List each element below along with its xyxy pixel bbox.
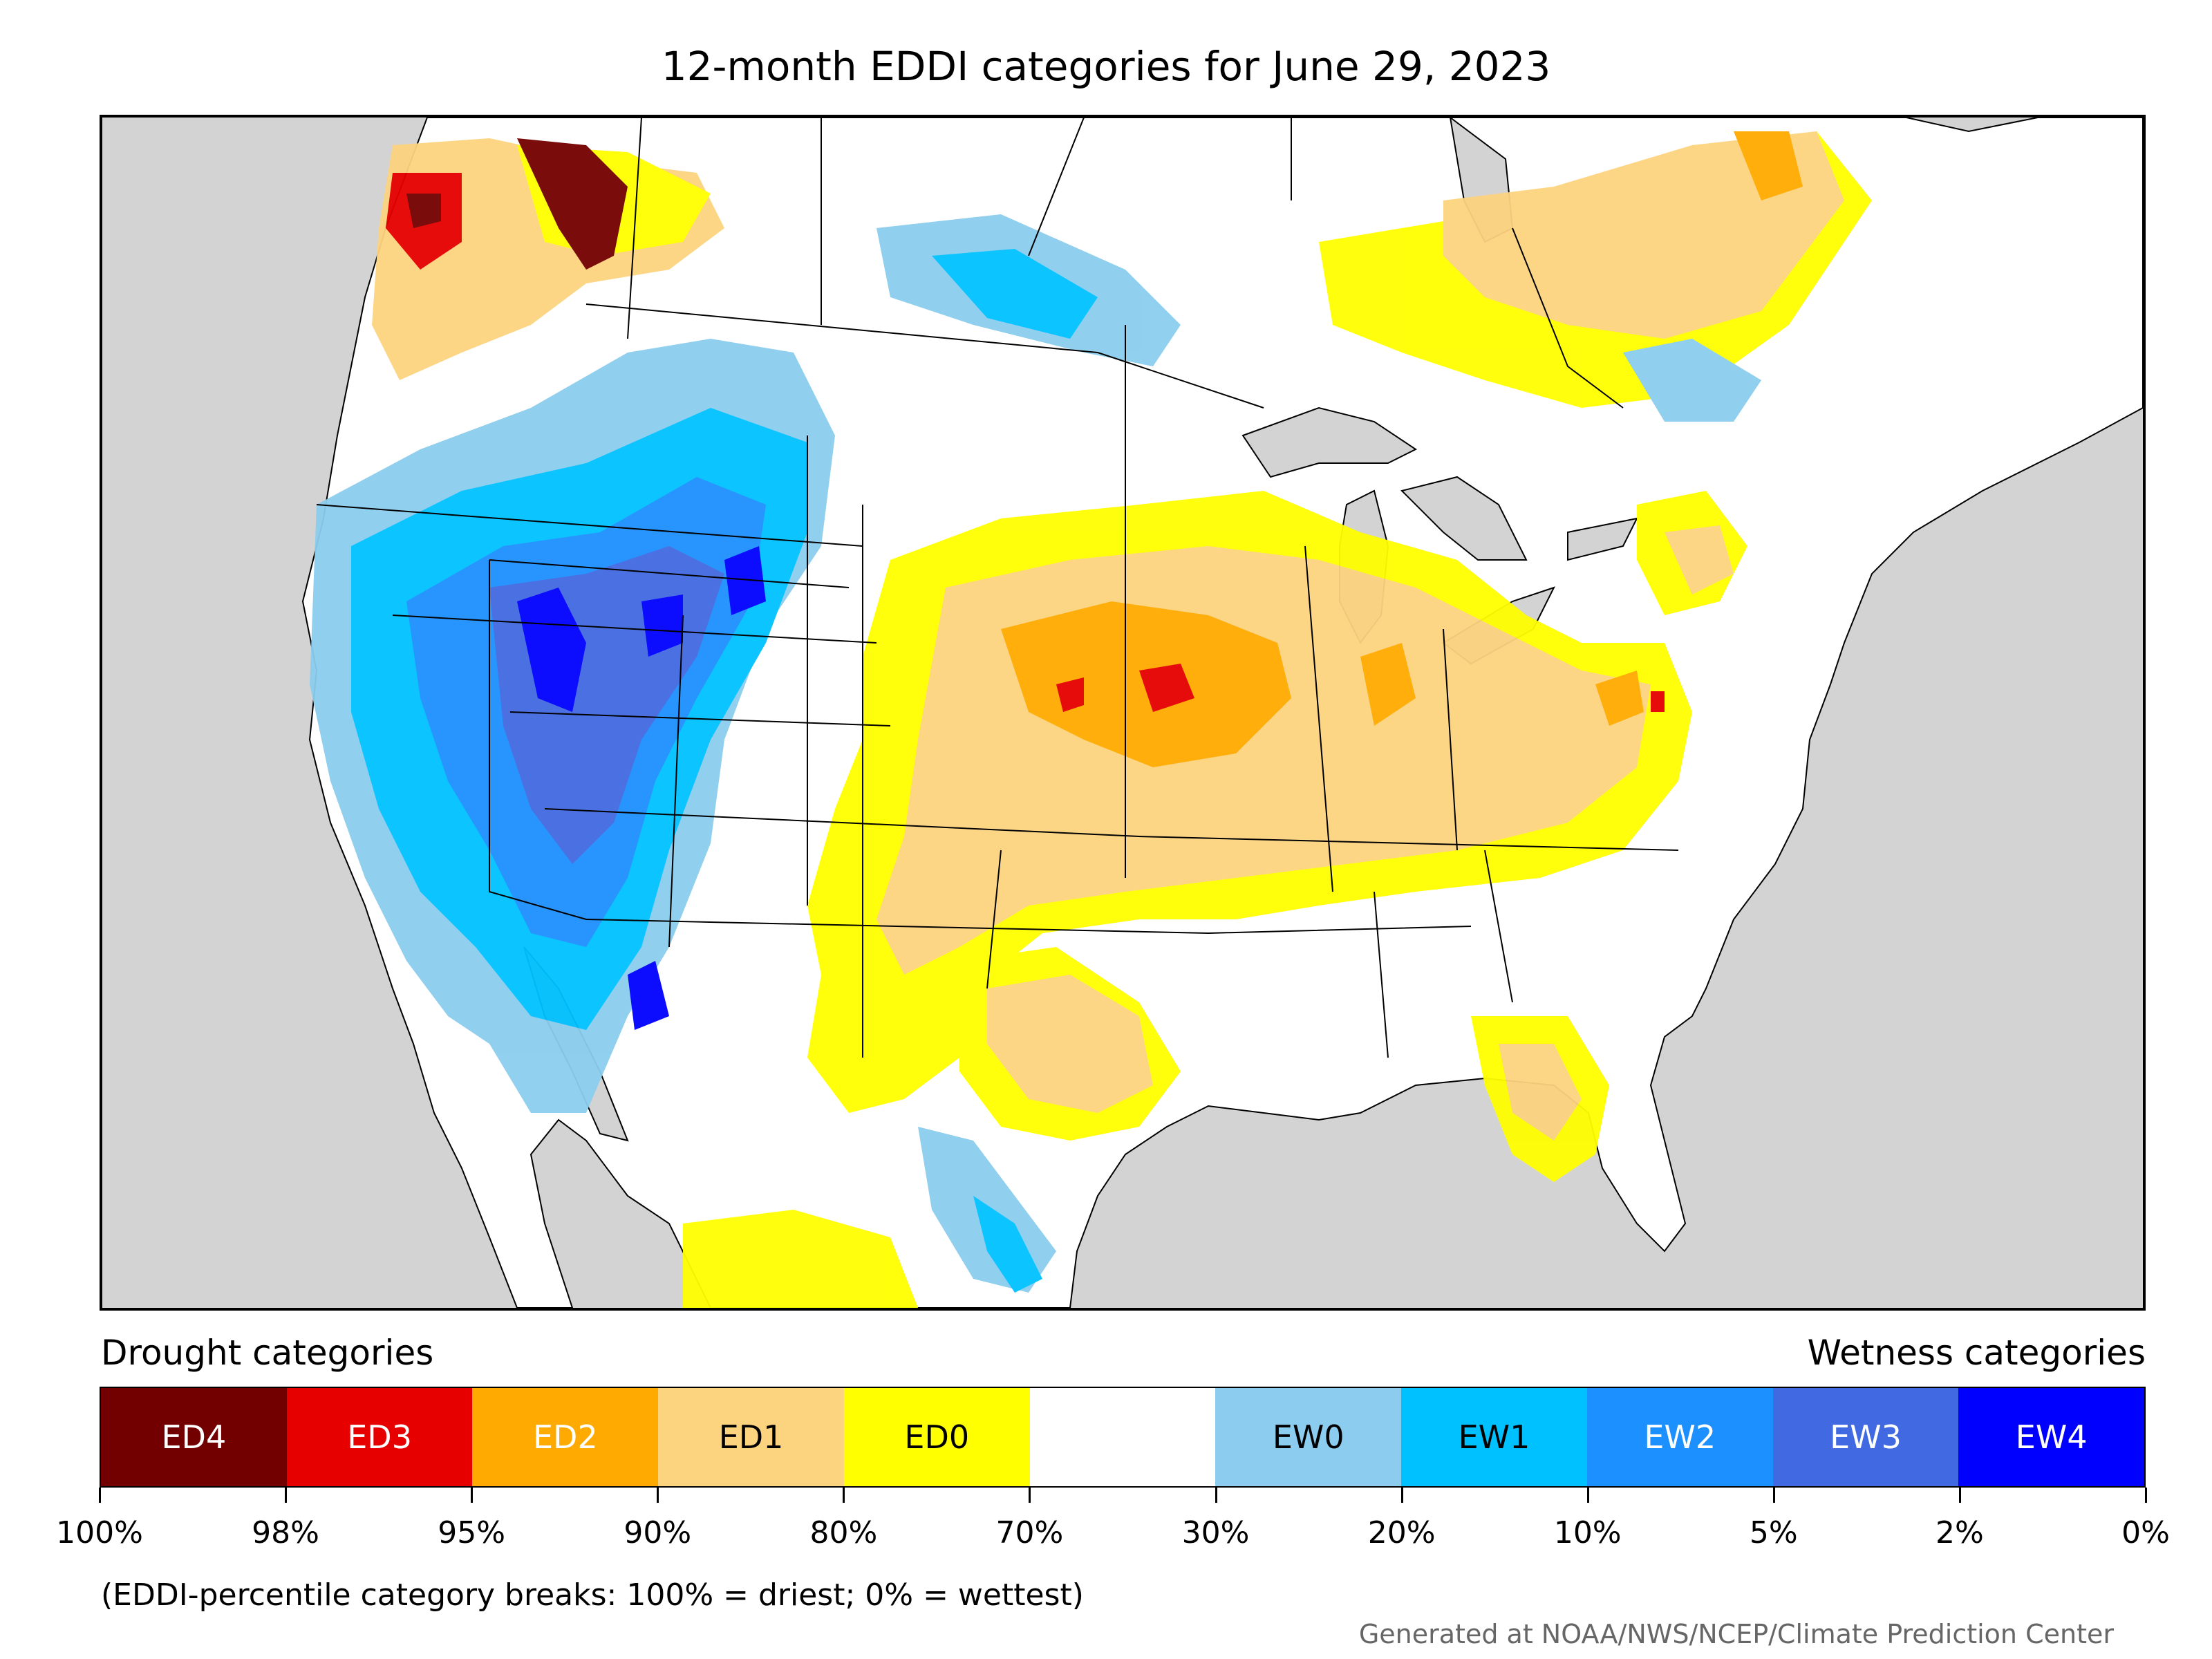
colorbar-tick: [471, 1488, 474, 1503]
colorbar-tick-label: 90%: [624, 1515, 692, 1550]
colorbar-tick: [285, 1488, 288, 1503]
colorbar-tick: [99, 1488, 101, 1503]
colorbar-tick: [1029, 1488, 1031, 1503]
colorbar-tick: [1772, 1488, 1775, 1503]
colorbar-segment-ew3: EW3: [1772, 1388, 1959, 1486]
colorbar-tick-label: 80%: [809, 1515, 878, 1550]
colorbar-tick-label: 10%: [1553, 1515, 1622, 1550]
colorbar-ticks: [99, 1488, 2147, 1504]
colorbar-segment-ew1: EW1: [1401, 1388, 1587, 1486]
colorbar-tick: [657, 1488, 659, 1503]
category-colorbar: ED4 ED3 ED2 ED1 ED0 EW0 EW1 EW2 EW3 EW4: [100, 1387, 2146, 1488]
eddi-shading: [310, 131, 1872, 1308]
colorbar-segment-ed4: ED4: [101, 1388, 287, 1486]
colorbar-tick-label: 100%: [56, 1515, 143, 1550]
category-note: (EDDI-percentile category breaks: 100% =…: [101, 1577, 1084, 1613]
map-canvas: [102, 118, 2143, 1308]
colorbar-tick-label: 95%: [438, 1515, 506, 1550]
colorbar-tick: [1400, 1488, 1403, 1503]
drought-heading: Drought categories: [101, 1333, 434, 1373]
colorbar-segment-ed3: ED3: [286, 1388, 473, 1486]
colorbar-segment-neutral: [1029, 1388, 1216, 1486]
colorbar-segment-ew4: EW4: [1958, 1388, 2145, 1486]
colorbar-tick-label: 20%: [1367, 1515, 1436, 1550]
colorbar-tick-label: 70%: [995, 1515, 1064, 1550]
colorbar-tick-label: 5%: [1749, 1515, 1798, 1550]
colorbar-tick-label: 30%: [1181, 1515, 1250, 1550]
colorbar-tick: [2145, 1488, 2147, 1503]
eddi-map: [100, 115, 2146, 1311]
colorbar-segment-ew0: EW0: [1215, 1388, 1402, 1486]
colorbar-tick-label: 98%: [252, 1515, 319, 1550]
credit-line: Generated at NOAA/NWS/NCEP/Climate Predi…: [1358, 1619, 2114, 1649]
colorbar-segment-ew2: EW2: [1586, 1388, 1773, 1486]
colorbar-tick: [1215, 1488, 1217, 1503]
colorbar-tick: [1958, 1488, 1961, 1503]
wetness-heading: Wetness categories: [1807, 1333, 2146, 1373]
colorbar-tick: [1586, 1488, 1589, 1503]
colorbar-tick-label: 0%: [2121, 1515, 2170, 1550]
colorbar-segment-ed0: ED0: [843, 1388, 1030, 1486]
colorbar-tick-label: 2%: [1936, 1515, 1984, 1550]
political-borders: [316, 118, 1679, 1058]
colorbar-tick: [843, 1488, 845, 1503]
colorbar-segment-ed1: ED1: [658, 1388, 844, 1486]
map-title: 12-month EDDI categories for June 29, 20…: [661, 43, 1551, 90]
colorbar-segment-ed2: ED2: [472, 1388, 659, 1486]
